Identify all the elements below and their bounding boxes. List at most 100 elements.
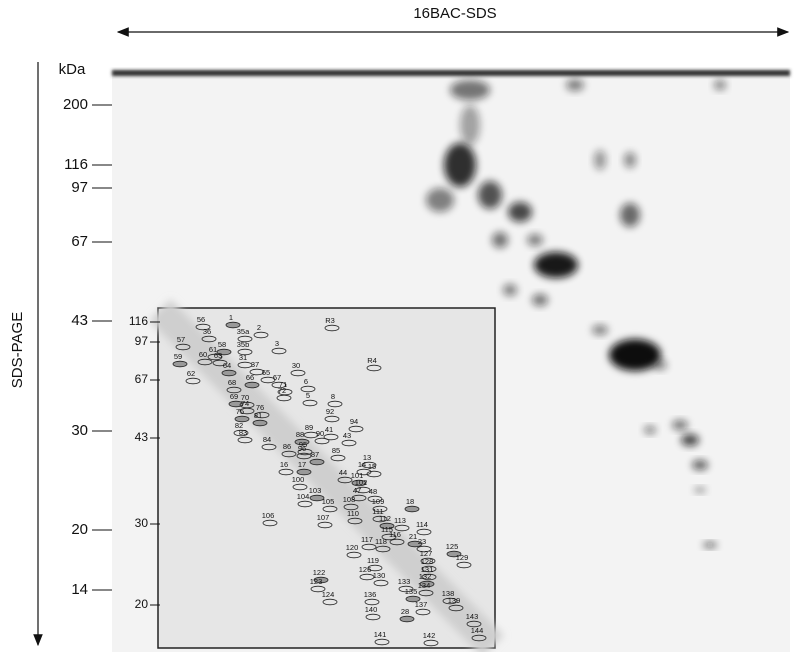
inset-spot xyxy=(351,479,367,487)
spot-label: 114 xyxy=(416,520,428,529)
spot-label: 135 xyxy=(405,587,418,596)
spot-label: 128 xyxy=(421,557,434,566)
inset-spot xyxy=(361,543,377,551)
spot-label: 126 xyxy=(359,565,372,574)
inset-spot xyxy=(361,461,377,469)
spot-label: 96 xyxy=(298,444,306,453)
gel-spot xyxy=(566,79,584,91)
spot-label: 2 xyxy=(257,323,261,332)
spot-label: 111 xyxy=(372,507,383,516)
gel-spot xyxy=(692,460,708,470)
inset-spot xyxy=(271,347,287,355)
inset-spot xyxy=(394,524,410,532)
spot-label: 48 xyxy=(369,487,377,496)
gel-spot xyxy=(450,80,490,100)
spot-label: R3 xyxy=(325,316,335,325)
inset-spot xyxy=(195,323,211,331)
spot-label: 106 xyxy=(262,511,275,520)
inset-spot xyxy=(359,573,375,581)
inset-spot xyxy=(309,494,325,502)
inset-spot xyxy=(309,458,325,466)
inset-spot xyxy=(423,639,439,647)
inset-spot xyxy=(225,321,241,329)
inset-spot xyxy=(314,437,330,445)
inset-spot xyxy=(372,515,388,523)
spot-label: 44 xyxy=(339,468,347,477)
spot-label: 35b xyxy=(237,340,250,349)
inset-spot xyxy=(260,376,276,384)
marker-label: 43 xyxy=(71,312,88,329)
spot-label: 101 xyxy=(351,471,364,480)
spot-label: 30 xyxy=(292,361,300,370)
inset-spot xyxy=(351,494,367,502)
gel-spot xyxy=(681,434,699,446)
gel-spot xyxy=(534,252,578,278)
gel-spot xyxy=(653,360,667,370)
spot-label: 84 xyxy=(263,435,271,444)
inset-spot xyxy=(207,353,223,361)
spot-label: 129 xyxy=(456,553,469,562)
inset-spot xyxy=(313,576,329,584)
inset-spot xyxy=(446,550,462,558)
spot-label: 8 xyxy=(331,392,335,401)
inset-spot xyxy=(297,500,313,508)
inset-spot xyxy=(419,580,435,588)
inset-spot xyxy=(249,368,265,376)
spot-label: 118 xyxy=(375,537,387,546)
spot-label: 90 xyxy=(316,429,324,438)
spot-label: 104 xyxy=(297,492,310,501)
inset-spot xyxy=(226,386,242,394)
spot-label: 71 xyxy=(279,380,287,389)
inset-spot xyxy=(254,411,270,419)
inset-spot xyxy=(389,538,405,546)
spot-label: 122 xyxy=(313,568,326,577)
inset-spot xyxy=(292,483,308,491)
inset-spot xyxy=(466,620,482,628)
inset-spot xyxy=(281,450,297,458)
gel-spot xyxy=(460,105,480,145)
inset-spot xyxy=(365,613,381,621)
inset-spot xyxy=(322,505,338,513)
spot-label: 83 xyxy=(239,428,247,437)
spot-label: 63 xyxy=(214,351,222,360)
spot-label: 120 xyxy=(346,543,359,552)
spot-label: 144 xyxy=(471,626,484,635)
inset-spot xyxy=(355,486,371,494)
marker-label: 200 xyxy=(63,96,88,113)
inset-spot xyxy=(366,364,382,372)
inset-spot xyxy=(375,545,391,553)
inset-spot xyxy=(296,452,312,460)
inset-spot xyxy=(323,433,339,441)
inset-spot xyxy=(364,598,380,606)
spot-label: 67 xyxy=(273,373,281,382)
inset-spot xyxy=(356,468,372,476)
spot-label: 76 xyxy=(256,403,264,412)
spot-label: 139 xyxy=(448,596,461,605)
inset-spot xyxy=(302,399,318,407)
gel-spot xyxy=(609,339,661,371)
spot-label: 3 xyxy=(275,339,279,348)
spot-label: 15 xyxy=(368,462,376,471)
spot-label: R4 xyxy=(367,356,377,365)
gel-spot xyxy=(714,80,726,90)
marker-label: 14 xyxy=(71,581,88,598)
inset-spot xyxy=(294,438,310,446)
spot-label: 37 xyxy=(251,360,259,369)
inset-spot xyxy=(367,495,383,503)
spot-label: 102 xyxy=(355,478,368,487)
inset-spot xyxy=(172,360,188,368)
spot-label: 116 xyxy=(389,530,401,539)
inset-spot xyxy=(300,385,316,393)
inset-marker-label: 67 xyxy=(135,372,149,386)
inset-spot xyxy=(228,400,244,408)
gel-spot xyxy=(592,325,608,335)
gel-spot xyxy=(694,487,706,493)
spot-label: 112 xyxy=(379,514,391,523)
inset-spot xyxy=(421,565,437,573)
inset-marker-label: 116 xyxy=(129,314,148,328)
x-axis-label: 16BAC-SDS xyxy=(413,5,496,22)
inset-spot xyxy=(233,429,249,437)
spot-label: 108 xyxy=(343,495,356,504)
spot-label: 62 xyxy=(187,369,195,378)
inset-spot xyxy=(373,579,389,587)
